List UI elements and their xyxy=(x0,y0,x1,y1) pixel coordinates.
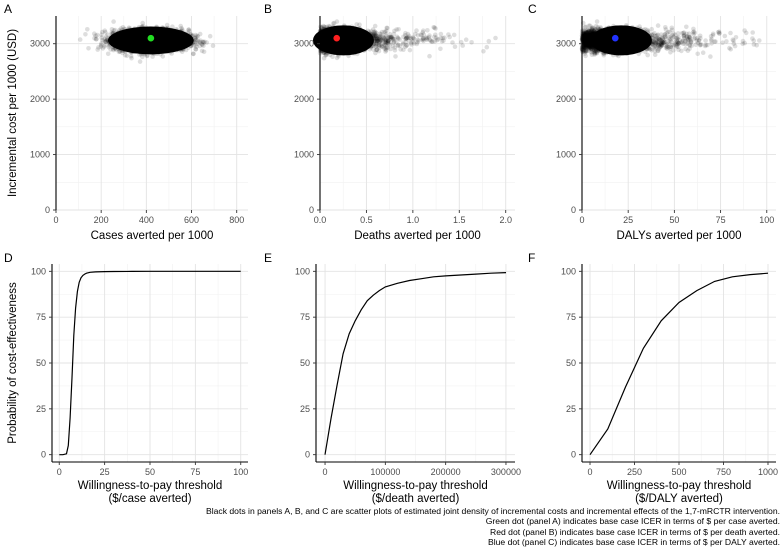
scatter-point xyxy=(416,38,421,43)
scatter-point xyxy=(125,54,130,59)
scatter-point xyxy=(447,35,452,40)
scatter-point xyxy=(373,24,378,29)
scatter-point xyxy=(165,23,170,28)
scatter-point xyxy=(452,33,457,38)
scatter-point xyxy=(194,44,199,49)
scatter-point xyxy=(433,26,438,31)
figure-canvas: 0 200 400 600 800 0 1000 2000 3000 A Cases averted… xyxy=(0,0,784,505)
scatter-point xyxy=(178,24,183,29)
scatter-point xyxy=(86,46,91,51)
scatter-point xyxy=(408,48,413,53)
scatter-point xyxy=(404,36,409,41)
scatter-point xyxy=(425,28,430,33)
scatter-point xyxy=(93,33,98,38)
scatter-point xyxy=(438,47,443,52)
scatter-point xyxy=(481,49,486,54)
scatter-point xyxy=(335,56,340,61)
scatter-point xyxy=(106,52,111,57)
scatter-point xyxy=(104,34,109,39)
panel-label: A xyxy=(4,2,12,16)
scatter-point xyxy=(161,54,166,59)
scatter-point xyxy=(421,36,426,41)
base-case-icer-dot xyxy=(148,35,155,42)
scatter-point xyxy=(85,27,90,32)
scatter-point xyxy=(78,37,83,42)
scatter-point xyxy=(138,59,143,64)
scatter-point xyxy=(432,39,437,44)
scatter-point xyxy=(96,45,101,50)
scatter-point xyxy=(393,45,398,50)
scatter-point xyxy=(487,39,492,44)
scatter-point xyxy=(485,45,490,50)
x-axis-title: Cases averted per 1000 xyxy=(91,230,214,242)
scatter-point xyxy=(450,40,455,45)
scatter-point xyxy=(322,56,327,61)
scatter-point xyxy=(211,43,216,48)
scatter-point xyxy=(83,32,88,37)
scatter-point xyxy=(469,40,474,45)
scatter-point xyxy=(401,47,406,52)
scatter-point xyxy=(460,43,465,48)
scatter-point xyxy=(397,37,402,42)
scatter-point xyxy=(191,52,196,57)
scatter-point xyxy=(393,54,398,59)
scatter-point xyxy=(404,43,409,48)
scatter-point xyxy=(464,37,469,42)
scatter-point xyxy=(384,26,389,31)
scatter-point xyxy=(357,22,362,27)
scatter-point xyxy=(390,36,395,41)
x-tick-label: 200 xyxy=(94,215,109,225)
scatter-point xyxy=(101,46,106,51)
scatter-point xyxy=(195,34,200,39)
scatter-point xyxy=(332,21,337,26)
y-tick-label: 1000 xyxy=(30,150,50,160)
x-tick-label: 600 xyxy=(184,215,199,225)
scatter-point xyxy=(103,30,108,35)
scatter-point xyxy=(186,28,191,33)
scatter-point xyxy=(150,54,155,59)
x-tick-label: 0 xyxy=(53,215,58,225)
scatter-point xyxy=(208,34,213,39)
scatter-point xyxy=(493,36,498,41)
scatter-point xyxy=(440,39,445,44)
panel-a: 0 200 400 600 800 0 1000 2000 3000 A Cases averted… xyxy=(4,2,248,242)
x-tick-label: 800 xyxy=(229,215,244,225)
scatter-point xyxy=(396,27,401,32)
scatter-point xyxy=(439,32,444,37)
scatter-point xyxy=(111,19,116,24)
scatter-point xyxy=(202,40,207,45)
x-tick-label: 400 xyxy=(139,215,154,225)
y-axis-title: Incremental cost per 1000 (USD) xyxy=(7,29,19,197)
scatter-point xyxy=(195,39,200,44)
y-tick-label: 0 xyxy=(45,205,50,215)
scatter-point xyxy=(392,29,397,34)
y-tick-label: 2000 xyxy=(30,94,50,104)
scatter-point xyxy=(129,54,134,59)
scatter-point xyxy=(202,50,207,55)
scatter-point xyxy=(427,54,432,59)
y-tick-label: 3000 xyxy=(30,39,50,49)
